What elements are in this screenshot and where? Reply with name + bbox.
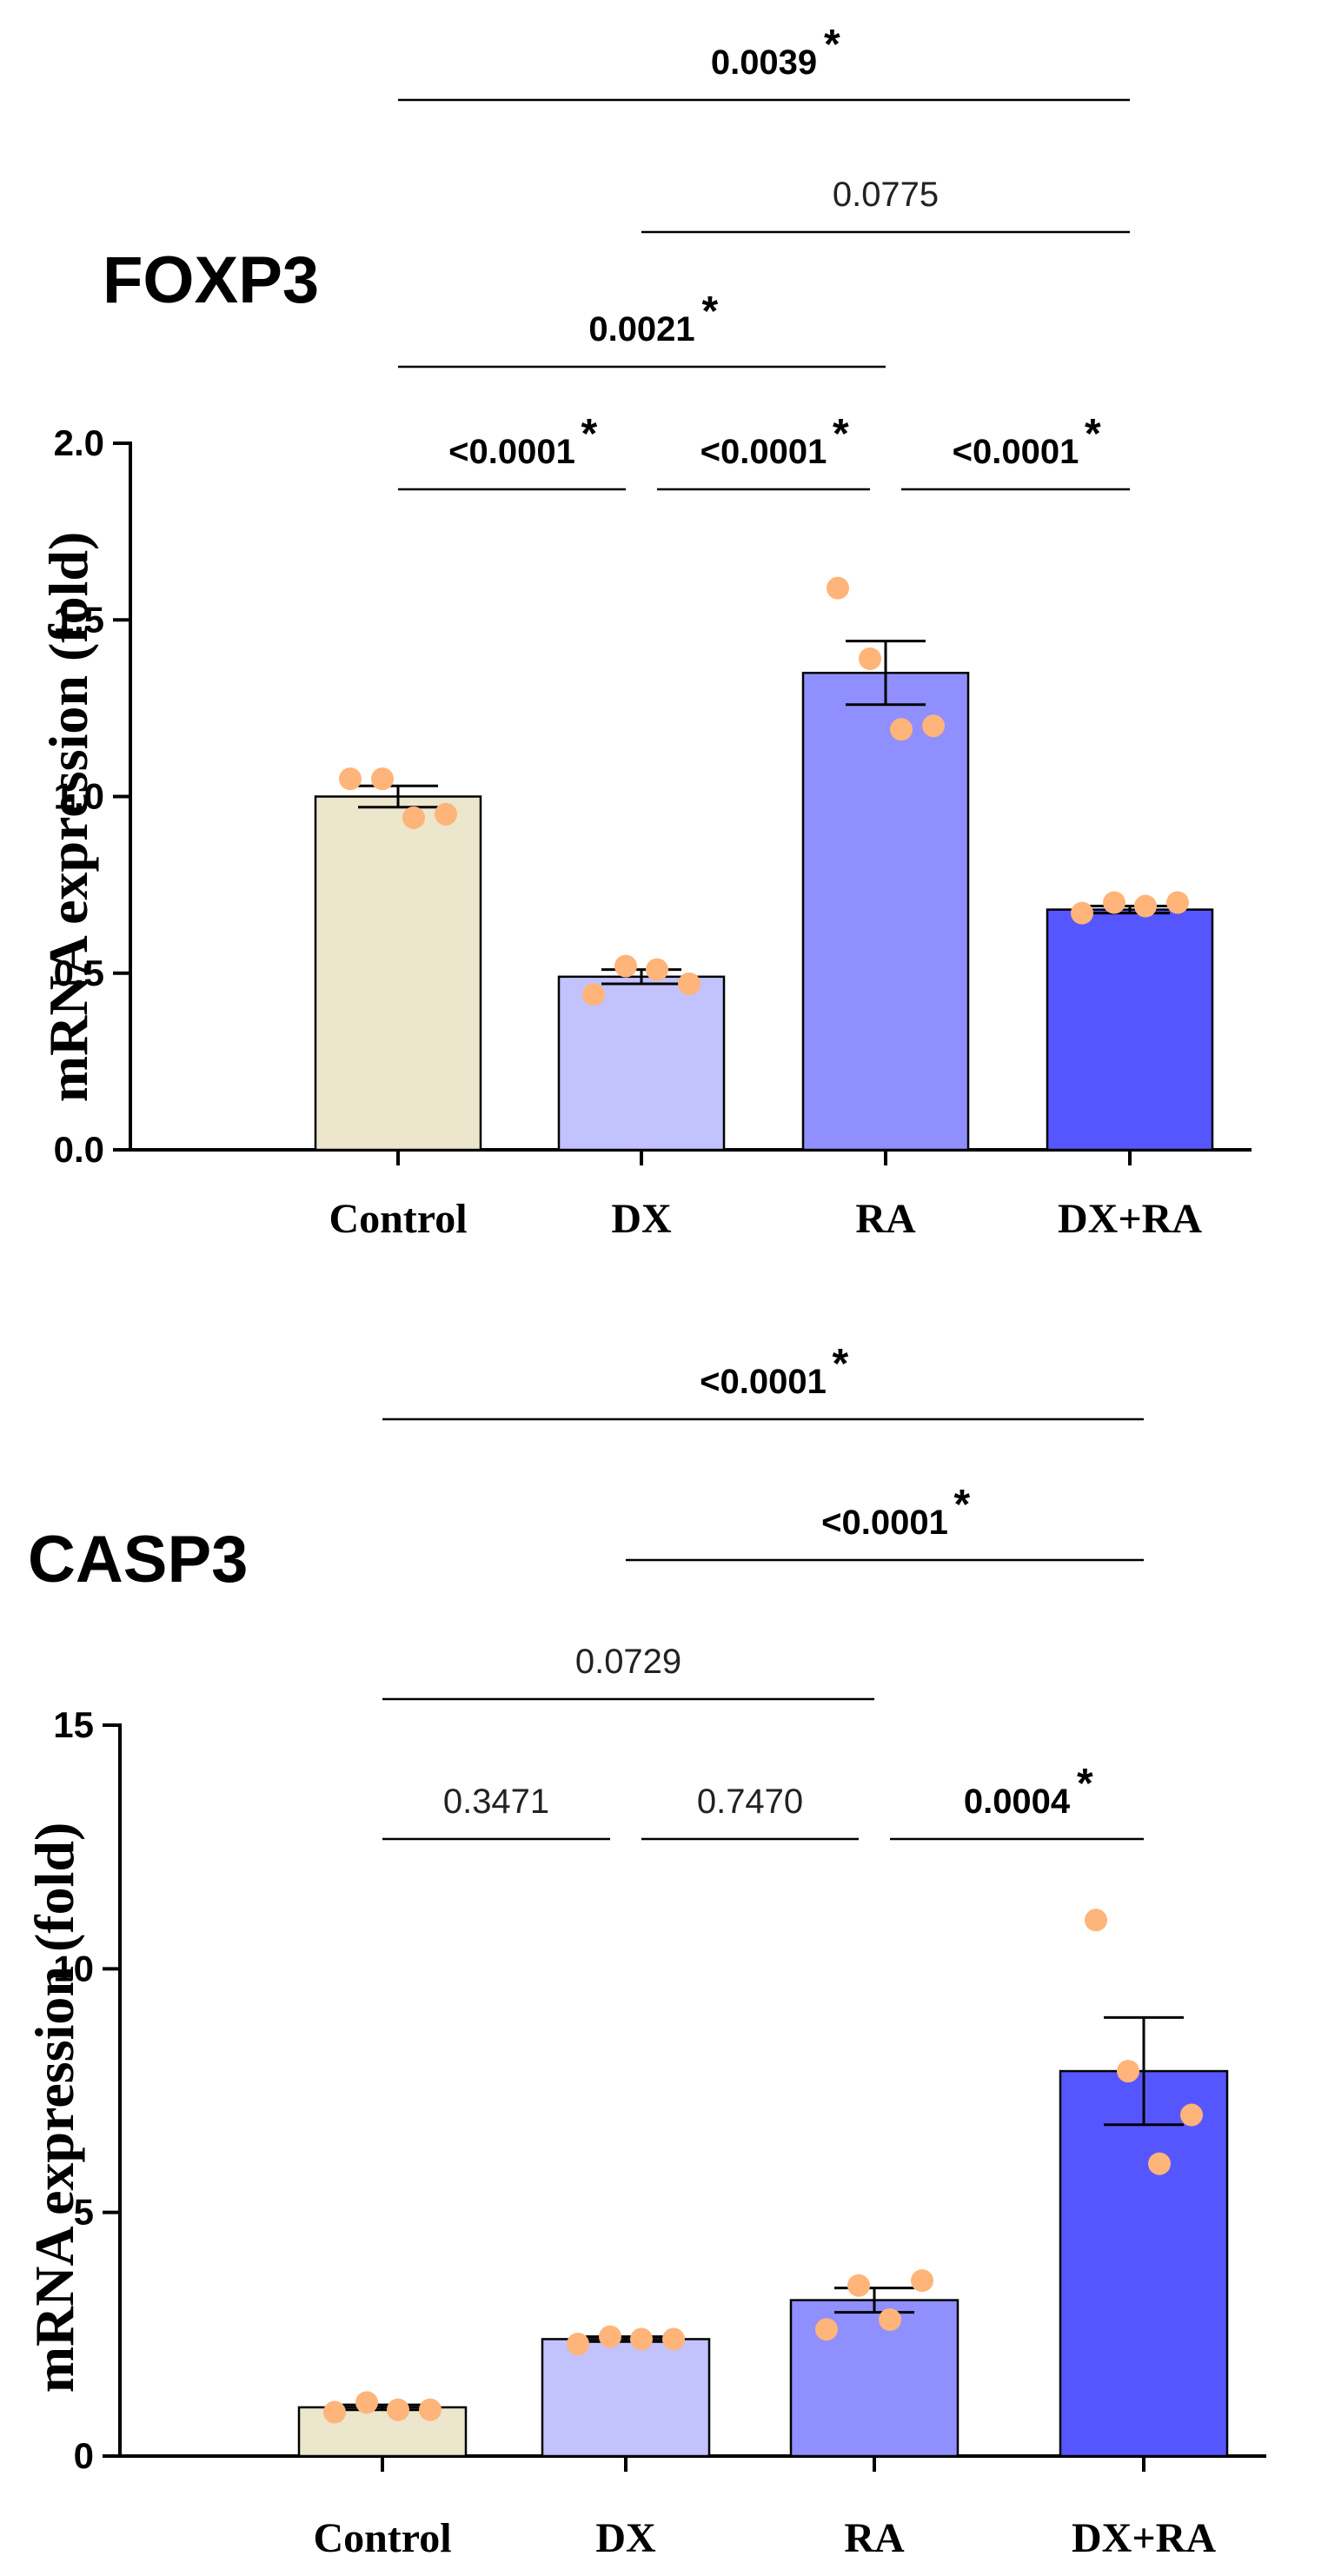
data-point	[419, 2398, 442, 2421]
significance-star: *	[1085, 411, 1101, 457]
significance-star: *	[954, 1482, 971, 1528]
bar-dx	[557, 975, 726, 1152]
data-point	[678, 972, 701, 995]
x-tick-label: DX+RA	[1072, 2515, 1216, 2561]
bar-dx	[541, 2338, 711, 2458]
chart-title: FOXP3	[103, 243, 319, 317]
significance-star: *	[581, 411, 598, 457]
y-tick-label: 10	[53, 1948, 94, 1988]
foxp3-chart: FOXP3 mRNA expression (fold) 0.0 0.5 1.0 1.…	[37, 22, 1252, 1242]
data-point	[339, 767, 362, 791]
p-value-label: 0.0021	[588, 310, 694, 349]
data-point	[1134, 894, 1157, 918]
data-point	[662, 2327, 685, 2351]
x-tick-label: RA	[844, 2515, 905, 2561]
p-value-label: 0.0039	[711, 43, 817, 82]
data-point	[890, 718, 913, 741]
data-point	[567, 2333, 589, 2356]
p-value-label: 0.7470	[697, 1783, 803, 1821]
y-axis-label: mRNA expression (fold)	[23, 1822, 85, 2393]
data-point	[599, 2325, 621, 2348]
bar-ra	[801, 671, 970, 1152]
p-value-label: <0.0001	[821, 1504, 948, 1542]
y-tick-label: 5	[74, 2192, 94, 2233]
x-tick-label: Control	[329, 1196, 467, 1242]
bar-control	[314, 795, 482, 1152]
significance-star: *	[1077, 1761, 1093, 1807]
p-value-label: 0.0729	[575, 1643, 681, 1681]
data-point	[614, 954, 637, 978]
data-point	[1117, 2060, 1139, 2083]
data-point	[435, 802, 457, 826]
data-point	[630, 2327, 653, 2351]
p-value-label: 0.3471	[443, 1783, 549, 1821]
data-point	[582, 983, 605, 1006]
data-point	[1180, 2103, 1203, 2127]
significance-star: *	[702, 289, 719, 335]
y-tick-label: 2.0	[54, 422, 104, 463]
data-point	[1085, 1909, 1107, 1932]
p-value-label: 0.0004	[964, 1783, 1071, 1821]
x-tick-label: RA	[855, 1196, 916, 1242]
p-value-label: <0.0001	[700, 1363, 827, 1401]
data-point	[879, 2308, 901, 2332]
x-tick-label: Control	[313, 2515, 451, 2561]
data-point	[355, 2391, 378, 2414]
data-point	[859, 647, 881, 670]
casp3-chart: CASP3 mRNA expression (fold) 0 5 10 15 Contr…	[23, 1341, 1266, 2561]
p-value-label: <0.0001	[701, 433, 827, 471]
data-point	[1103, 891, 1125, 914]
y-tick-label: 15	[53, 1704, 94, 1745]
x-tick-label: DX+RA	[1058, 1196, 1202, 1242]
significance-star: *	[833, 411, 849, 457]
bar-ra	[789, 2299, 959, 2458]
data-point	[1166, 891, 1189, 914]
data-point	[646, 958, 668, 981]
y-tick-label: 1.0	[54, 776, 104, 817]
data-point	[387, 2398, 409, 2421]
data-point	[815, 2318, 838, 2341]
p-value-label: 0.0775	[833, 176, 939, 214]
y-tick-label: 0.5	[54, 953, 104, 993]
chart-title: CASP3	[28, 1523, 248, 1597]
y-tick-label: 0	[74, 2435, 94, 2476]
data-point	[911, 2269, 933, 2293]
data-point	[402, 806, 425, 829]
data-point	[827, 576, 849, 600]
p-value-label: <0.0001	[953, 433, 1079, 471]
y-tick-label: 0.0	[54, 1129, 104, 1170]
bar-dx-ra	[1046, 908, 1214, 1152]
data-point	[371, 767, 394, 791]
x-tick-label: DX	[611, 1196, 672, 1242]
data-point	[1148, 2152, 1171, 2175]
data-point	[323, 2400, 346, 2424]
data-point	[847, 2274, 870, 2297]
bar-dx-ra	[1059, 2069, 1229, 2458]
significance-star: *	[824, 22, 840, 68]
p-value-label: <0.0001	[448, 433, 575, 471]
y-tick-label: 1.5	[54, 599, 104, 640]
data-point	[922, 714, 945, 738]
y-axis-label: mRNA expression (fold)	[37, 532, 99, 1103]
significance-star: *	[833, 1341, 849, 1387]
data-point	[1071, 901, 1093, 925]
x-tick-label: DX	[595, 2515, 656, 2561]
